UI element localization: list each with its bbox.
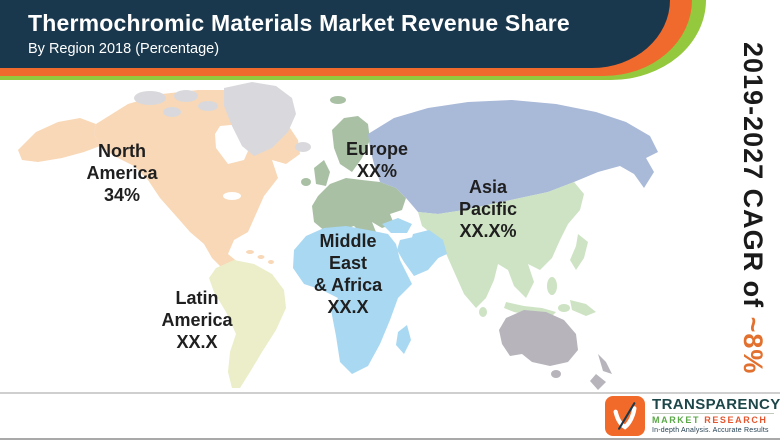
world-map-svg bbox=[18, 82, 658, 390]
label-north-america: North America 34% bbox=[57, 140, 187, 206]
header-bar bbox=[0, 0, 670, 68]
brand-logo-text: TRANSPARENCY MARKET RESEARCH In-depth An… bbox=[652, 396, 780, 435]
label-latin-america: Latin America XX.X bbox=[141, 287, 253, 353]
brand-logo: TRANSPARENCY MARKET RESEARCH In-depth An… bbox=[605, 396, 780, 436]
label-line: America bbox=[86, 163, 158, 183]
label-line: & Africa bbox=[313, 275, 383, 295]
region-russia bbox=[368, 100, 658, 214]
header: Thermochromic Materials Market Revenue S… bbox=[28, 9, 570, 57]
label-line: Asia bbox=[468, 177, 508, 197]
label-value: XX.X bbox=[176, 332, 218, 352]
page-subtitle: By Region 2018 (Percentage) bbox=[28, 41, 220, 57]
brand-subname-research: RESEARCH bbox=[704, 415, 768, 425]
label-line: Latin bbox=[175, 288, 219, 308]
label-value: XX.X bbox=[327, 297, 369, 317]
region-greenland bbox=[134, 82, 311, 156]
label-line: East bbox=[328, 253, 368, 273]
brand-subname-market: MARKET bbox=[652, 415, 701, 425]
label-middle-east-africa: Middle East & Africa XX.X bbox=[296, 230, 400, 318]
region-australia bbox=[499, 310, 612, 390]
brand-name: TRANSPARENCY bbox=[652, 396, 780, 413]
world-map bbox=[0, 66, 780, 392]
label-value: XX% bbox=[356, 161, 398, 181]
region-latin-america bbox=[209, 260, 286, 388]
label-line: Middle bbox=[319, 231, 377, 251]
label-line: America bbox=[161, 310, 233, 330]
label-value: XX.X% bbox=[459, 221, 517, 241]
cagr-value: ~8% bbox=[738, 316, 768, 375]
region-middle-east-africa bbox=[293, 218, 447, 374]
footer-strip: TRANSPARENCY MARKET RESEARCH In-depth An… bbox=[0, 392, 780, 440]
label-line: Pacific bbox=[458, 199, 518, 219]
label-value: 34% bbox=[103, 185, 141, 205]
cagr-vertical-text: 2019-2027 CAGR of ~8% bbox=[737, 42, 768, 374]
region-europe bbox=[301, 96, 406, 236]
label-asia-pacific: Asia Pacific XX.X% bbox=[430, 176, 546, 242]
label-europe: Europe XX% bbox=[322, 138, 432, 182]
brand-subname: MARKET RESEARCH bbox=[652, 413, 774, 426]
cagr-prefix: 2019-2027 CAGR of bbox=[738, 42, 768, 317]
label-line: Europe bbox=[345, 139, 408, 159]
brand-tagline: In-depth Analysis. Accurate Results bbox=[652, 427, 769, 434]
label-line: North bbox=[98, 141, 146, 161]
page-title: Thermochromic Materials Market Revenue S… bbox=[28, 10, 570, 36]
checkmark-logo-icon bbox=[605, 396, 645, 436]
